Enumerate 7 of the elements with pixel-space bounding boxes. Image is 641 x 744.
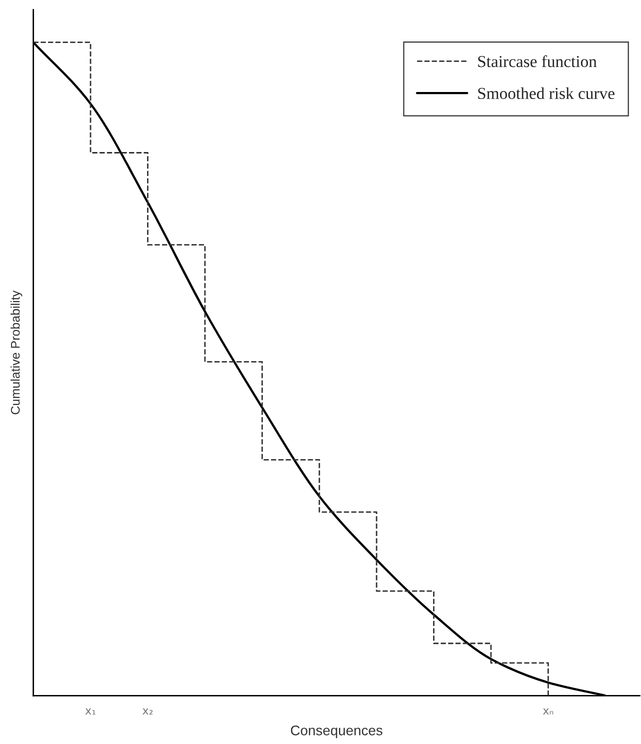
x-axis-title: Consequences xyxy=(290,726,382,738)
legend-label: Smoothed risk curve xyxy=(478,87,614,100)
y-axis-title: Cumulative Probability xyxy=(10,290,22,414)
x-tick-label: x₁ xyxy=(85,708,96,715)
legend-label: Staircase function xyxy=(478,55,597,68)
x-tick-label: x₂ xyxy=(142,708,153,715)
x-tick-label: xₙ xyxy=(543,708,554,715)
